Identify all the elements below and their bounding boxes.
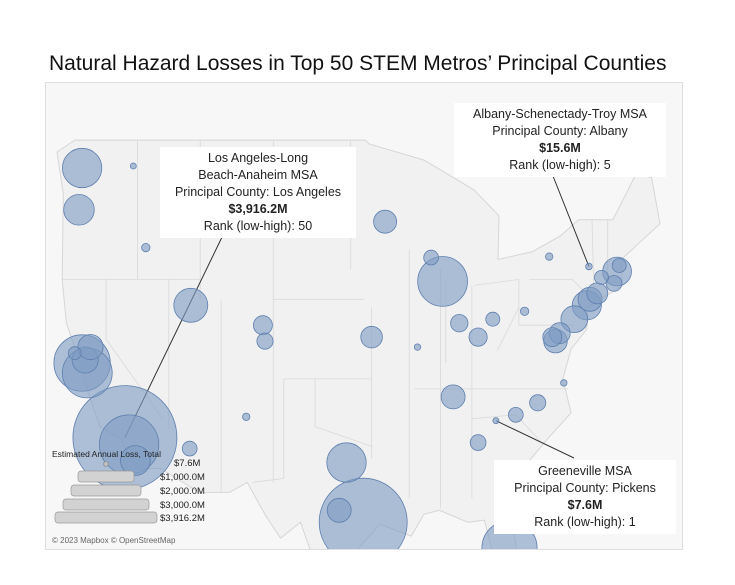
legend-label: $2,000.0M [160,486,205,497]
annotation-rank: Rank (low-high): 50 [203,219,313,233]
loss-bubble [326,497,352,523]
legend-label: $7.6M [174,458,201,469]
loss-bubble [485,311,501,327]
legend-label: $3,000.0M [160,500,205,511]
leader-line-greeneville [495,420,575,459]
legend-shape [70,484,142,497]
state-boundary [496,307,520,352]
legend-label: $1,000.0M [160,472,205,483]
loss-bubble [61,147,103,189]
loss-bubble [318,477,408,549]
loss-bubble [373,209,398,234]
annotation-line: Principal County: Pickens [514,481,656,495]
leader-line-albany [550,170,590,267]
loss-bubble [181,440,198,457]
loss-bubble [468,327,488,347]
map-attribution: © 2023 Mapbox © OpenStreetMap [52,536,176,545]
annotation-line: Albany-Schenectady-Troy MSA [473,107,647,121]
legend-label: $3,916.2M [160,513,205,524]
loss-bubble [326,442,367,483]
loss-bubble [611,258,627,273]
loss-bubble [440,384,466,410]
annotation-line: Beach-Anaheim MSA [198,168,318,182]
loss-bubble [129,162,137,170]
loss-bubble [252,315,273,336]
annotation-line: Principal County: Albany [492,124,628,138]
annotation-albany: Albany-Schenectady-Troy MSA Principal Co… [454,103,666,177]
legend-shape [54,511,158,524]
state-boundary [314,378,373,447]
annotation-rank: Rank (low-high): 5 [509,158,611,172]
loss-bubble [545,252,554,261]
loss-bubble [77,334,104,361]
map-title: Natural Hazard Losses in Top 50 STEM Met… [49,52,667,75]
loss-bubble [417,256,468,307]
loss-bubble [63,194,95,226]
legend-title: Estimated Annual Loss, Total [52,449,161,459]
loss-bubble [585,262,593,271]
loss-bubble [492,417,500,425]
loss-bubble [560,379,568,387]
size-legend: Estimated Annual Loss, Total $7.6M $1,00… [52,449,227,529]
annotation-los-angeles: Los Angeles-Long Beach-Anaheim MSA Princ… [160,147,356,238]
loss-bubble [423,249,439,266]
state-boundary [473,278,575,326]
legend-shape [62,498,150,511]
annotation-line: Los Angeles-Long [207,151,309,165]
loss-bubble [173,287,209,323]
loss-bubble [586,282,609,305]
annotation-value: $15.6M [539,141,581,155]
annotation-value: $7.6M [567,498,603,512]
annotation-value: $3,916.2M [228,202,288,216]
loss-bubble [507,406,524,423]
loss-bubble [542,327,563,348]
annotation-greeneville: Greeneville MSA Principal County: Picken… [494,460,676,534]
loss-bubble [67,346,82,360]
state-boundary [252,378,285,483]
annotation-line: Greeneville MSA [538,464,632,478]
loss-bubble [120,445,151,476]
loss-bubble [529,394,547,412]
loss-bubble [360,325,383,349]
loss-bubble [256,332,274,350]
map-canvas[interactable]: Los Angeles-Long Beach-Anaheim MSA Princ… [45,82,683,550]
legend-shape [77,470,135,483]
loss-bubble [242,412,251,421]
loss-bubble [413,343,422,351]
loss-bubble [594,269,609,285]
loss-bubble [469,434,487,451]
loss-bubble [141,243,151,253]
legend-shape [103,461,109,467]
annotation-line: Principal County: Los Angeles [174,185,342,199]
loss-bubble [605,275,623,292]
loss-bubble [519,306,530,316]
loss-bubble [450,314,469,333]
basemap[interactable] [46,83,682,549]
legend-shapes [54,461,158,524]
annotation-rank: Rank (low-high): 1 [534,515,636,529]
